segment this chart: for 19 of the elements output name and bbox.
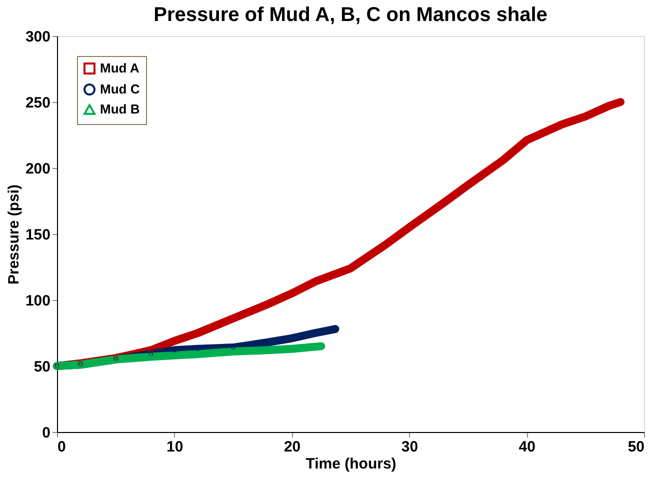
y-tick-label: 200 [25, 160, 50, 178]
y-tick-label: 50 [34, 358, 50, 376]
x-tick-label: 0 [58, 438, 66, 456]
x-tick-label: 30 [401, 438, 418, 456]
chart-title: Pressure of Mud A, B, C on Mancos shale [154, 4, 548, 26]
y-tick-label: 150 [25, 226, 50, 244]
x-tick-label: 50 [628, 438, 644, 456]
legend-label: Mud C [100, 82, 140, 96]
x-tick-label: 20 [284, 438, 301, 456]
x-tick-label: 10 [166, 438, 184, 456]
y-tick-label: 0 [42, 424, 50, 442]
legend-label: Mud B [100, 102, 140, 116]
y-tick-label: 300 [25, 28, 50, 46]
x-axis-title: Time (hours) [306, 456, 396, 472]
y-axis-title: Pressure (psi) [5, 184, 22, 285]
legend-label: Mud A [100, 60, 140, 76]
y-tick-label: 250 [25, 94, 50, 112]
y-tick-label: 100 [25, 292, 50, 310]
x-tick-label: 40 [518, 438, 536, 456]
